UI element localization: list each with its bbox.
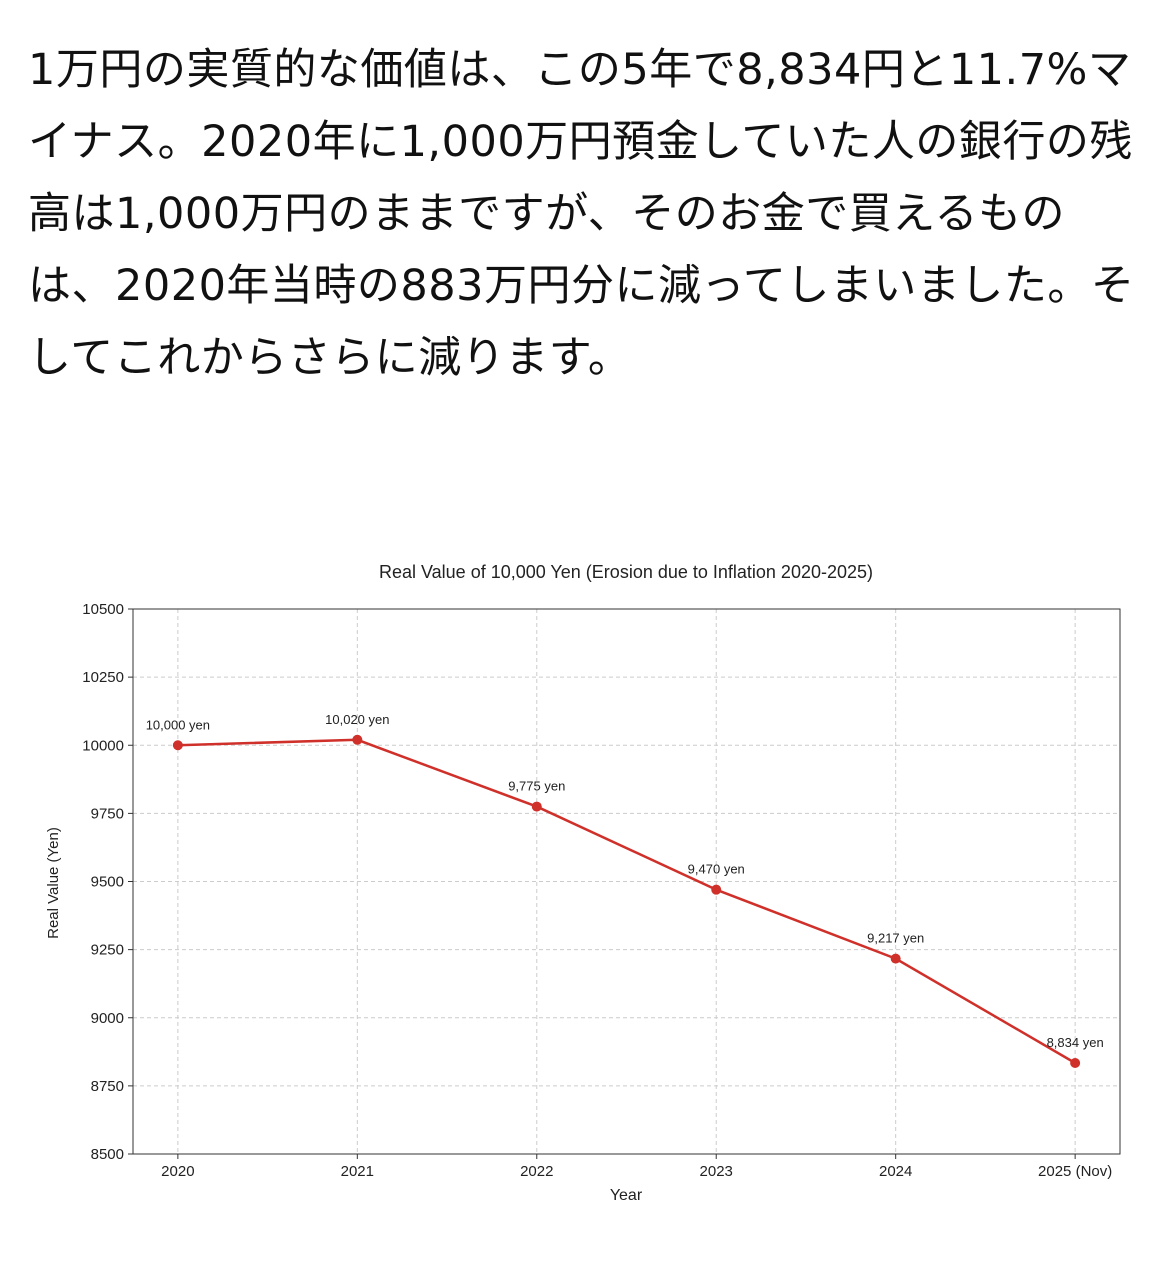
data-point <box>531 801 542 812</box>
y-tick-label: 10250 <box>82 669 124 686</box>
x-tick-label: 2025 (Nov) <box>1038 1163 1112 1180</box>
data-point <box>352 734 363 745</box>
y-tick-label: 9750 <box>91 805 124 822</box>
y-tick-label: 8750 <box>91 1078 124 1095</box>
y-tick-label: 10500 <box>82 601 124 618</box>
data-label: 9,775 yen <box>508 779 565 794</box>
x-tick-label: 2021 <box>341 1163 374 1180</box>
data-line <box>177 738 1076 1065</box>
data-label: 10,000 yen <box>146 717 210 732</box>
x-axis-label: Year <box>610 1187 643 1204</box>
data-label: 10,020 yen <box>325 712 389 727</box>
data-label: 9,470 yen <box>688 862 745 877</box>
data-point <box>711 884 722 895</box>
data-point <box>890 953 901 964</box>
x-tick-label: 2020 <box>161 1163 194 1180</box>
post-text: 1万円の実質的な価値は、この5年で8,834円と11.7%マイナス。2020年に… <box>28 45 1135 383</box>
y-tick-label: 9000 <box>91 1010 124 1027</box>
x-tick-label: 2022 <box>520 1163 553 1180</box>
y-tick-label: 9250 <box>91 942 124 959</box>
x-tick-label: 2023 <box>700 1163 733 1180</box>
data-label: 9,217 yen <box>867 931 924 946</box>
data-label: 8,834 yen <box>1047 1035 1104 1050</box>
y-tick-label: 9500 <box>91 874 124 891</box>
data-point <box>1070 1057 1081 1068</box>
data-point <box>172 740 183 751</box>
y-tick-label: 10000 <box>82 737 124 754</box>
chart: Real Value of 10,000 Yen (Erosion due to… <box>45 562 1121 1204</box>
chart-title: Real Value of 10,000 Yen (Erosion due to… <box>379 562 873 582</box>
y-axis-label: Real Value (Yen) <box>45 827 62 939</box>
plot-frame <box>132 608 1121 1155</box>
x-tick-label: 2024 <box>879 1163 912 1180</box>
y-tick-label: 8500 <box>91 1146 124 1163</box>
